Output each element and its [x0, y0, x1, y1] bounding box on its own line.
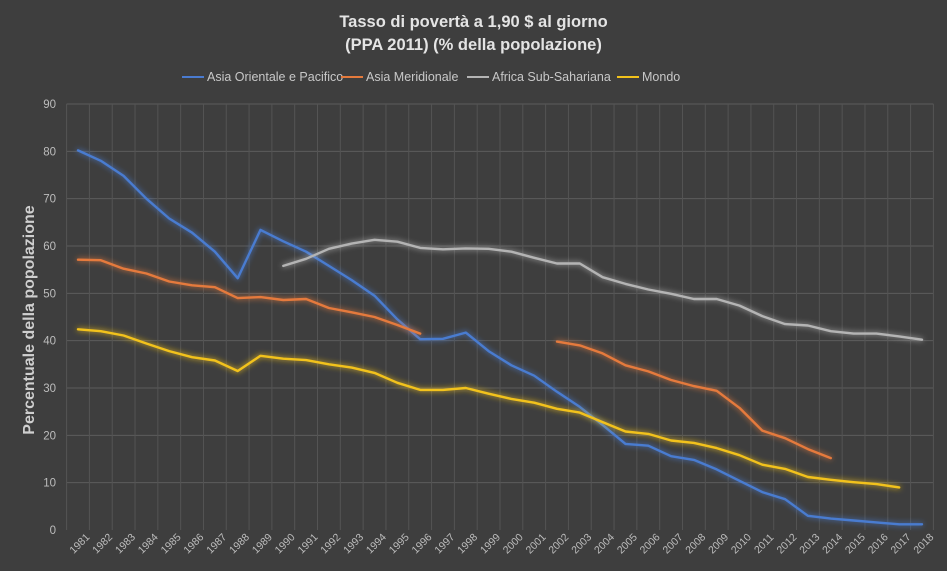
- legend-item-africa-sub-sahariana: Africa Sub-Sahariana: [467, 70, 611, 84]
- legend-label: Mondo: [642, 70, 681, 84]
- legend-item-asia-orientale: Asia Orientale e Pacifico: [182, 70, 343, 84]
- legend-swatch: [182, 76, 204, 78]
- legend-item-mondo: Mondo: [617, 70, 680, 84]
- x-tick-label: 1988: [227, 531, 252, 556]
- x-tick-label: 2008: [683, 531, 708, 556]
- x-tick-labels: 1981198219831984198519861987198819891990…: [67, 531, 936, 556]
- x-tick-label: 1982: [90, 531, 115, 556]
- series-line-1: [555, 340, 832, 460]
- x-tick-label: 2001: [524, 531, 549, 556]
- x-tick-label: 1986: [181, 531, 206, 556]
- chart-title-line-1: Tasso di povertà a 1,90 $ al giorno: [339, 13, 608, 31]
- x-tick-label: 2005: [615, 531, 640, 556]
- x-tick-label: 2012: [775, 531, 800, 556]
- x-tick-label: 1998: [455, 531, 480, 556]
- x-tick-label: 1993: [341, 531, 366, 556]
- series-line-2: [282, 238, 924, 341]
- y-tick-label: 60: [43, 241, 56, 253]
- legend-swatch: [467, 76, 489, 78]
- x-tick-label: 1984: [136, 531, 161, 556]
- y-tick-labels: 0 10 20 30 40 50 60 70 80 90: [43, 99, 56, 537]
- x-tick-label: 2000: [501, 531, 526, 556]
- y-tick-label: 80: [43, 146, 56, 158]
- x-tick-label: 1981: [67, 531, 92, 556]
- x-tick-label: 2009: [706, 531, 731, 556]
- legend-label: Asia Meridionale: [366, 70, 459, 84]
- x-tick-label: 1987: [204, 531, 229, 556]
- legend-swatch: [617, 76, 639, 78]
- x-tick-label: 1989: [250, 531, 275, 556]
- x-tick-label: 2017: [889, 531, 914, 556]
- x-tick-label: 1999: [478, 531, 503, 556]
- x-tick-label: 1997: [432, 531, 457, 556]
- y-tick-label: 90: [43, 99, 56, 111]
- series-lines: [76, 149, 924, 526]
- y-tick-label: 10: [43, 478, 56, 490]
- x-tick-label: 2002: [546, 531, 571, 556]
- x-tick-label: 1990: [273, 531, 298, 556]
- x-tick-label: 2010: [729, 531, 754, 556]
- x-tick-label: 2011: [752, 532, 777, 557]
- x-tick-label: 1994: [364, 531, 389, 556]
- y-tick-label: 40: [43, 336, 56, 348]
- series-line-3: [76, 328, 901, 489]
- x-tick-label: 1991: [295, 531, 320, 556]
- x-tick-label: 2014: [820, 531, 845, 556]
- x-tick-label: 1985: [159, 531, 184, 556]
- x-tick-label: 2004: [592, 531, 617, 556]
- y-tick-label: 20: [43, 430, 56, 442]
- gridlines: [66, 103, 934, 530]
- y-tick-label: 0: [50, 525, 56, 537]
- x-tick-label: 2016: [866, 531, 891, 556]
- x-tick-label: 1996: [410, 531, 435, 556]
- legend-label: Asia Orientale e Pacifico: [207, 70, 344, 84]
- legend-label: Africa Sub-Sahariana: [492, 70, 611, 84]
- y-tick-label: 30: [43, 383, 56, 395]
- legend: Asia Orientale e Pacifico Asia Meridiona…: [0, 70, 947, 88]
- x-tick-label: 2007: [660, 531, 685, 556]
- x-tick-label: 2006: [638, 531, 663, 556]
- chart-title-line-2: (PPA 2011) (% della popolazione): [345, 36, 602, 54]
- legend-item-asia-meridionale: Asia Meridionale: [341, 70, 458, 84]
- y-tick-label: 70: [43, 194, 56, 206]
- legend-swatch: [341, 76, 363, 78]
- x-tick-label: 1992: [318, 531, 343, 556]
- x-tick-label: 2013: [797, 531, 822, 556]
- x-tick-label: 2003: [569, 531, 594, 556]
- x-tick-label: 1983: [113, 531, 138, 556]
- y-tick-label: 50: [43, 288, 56, 300]
- x-tick-label: 2015: [843, 531, 868, 556]
- x-tick-label: 1995: [387, 531, 412, 556]
- series-line-1: [76, 258, 422, 335]
- series-line-0: [76, 149, 924, 526]
- x-tick-label: 2018: [911, 531, 936, 556]
